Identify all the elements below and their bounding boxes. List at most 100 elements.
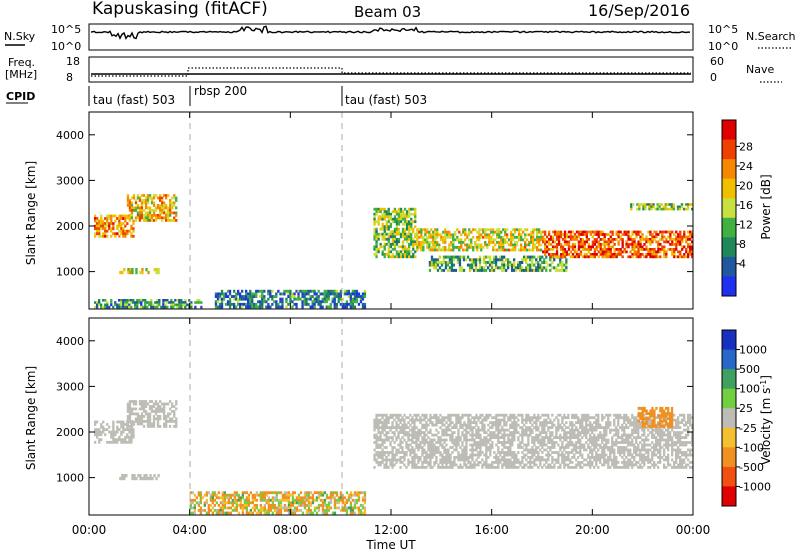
velocity-cell-band-4 bbox=[537, 451, 540, 454]
velocity-cell-band-3 bbox=[287, 491, 291, 495]
power-cell-band-8 bbox=[645, 253, 648, 256]
velocity-cell-band-3 bbox=[193, 509, 196, 512]
power-cell-band-1 bbox=[138, 196, 142, 200]
velocity-cell-band-4 bbox=[497, 423, 500, 427]
power-cell-band-8 bbox=[679, 230, 682, 234]
power-cell-band-3 bbox=[158, 299, 161, 302]
velocity-cell-band-4 bbox=[595, 456, 598, 459]
velocity-cell-band-4 bbox=[571, 426, 574, 429]
velocity-cell-band-3 bbox=[355, 498, 359, 502]
velocity-cell-band-4 bbox=[583, 443, 586, 447]
velocity-cell-band-4 bbox=[441, 423, 444, 427]
power-cell-band-6 bbox=[514, 248, 517, 252]
velocity-cell-band-3 bbox=[307, 496, 311, 500]
power-cell-band-5 bbox=[399, 207, 403, 211]
power-cell-band-6 bbox=[530, 235, 533, 239]
velocity-cell-band-4 bbox=[495, 428, 498, 432]
velocity-cell-band-4 bbox=[621, 426, 624, 429]
power-cell-band-4 bbox=[228, 305, 232, 309]
velocity-cell-band-4 bbox=[425, 461, 428, 464]
power-cell-band-5 bbox=[377, 207, 380, 211]
velocity-cell-band-4 bbox=[595, 443, 598, 447]
velocity-cell-band-3 bbox=[277, 501, 281, 505]
velocity-cell-band-2 bbox=[139, 476, 142, 481]
power-cell-band-6 bbox=[488, 233, 491, 237]
velocity-cell-band-4 bbox=[573, 433, 576, 437]
velocity-cell-band-4 bbox=[501, 443, 504, 447]
velocity-cell-band-4 bbox=[539, 431, 542, 434]
power-cell-band-5 bbox=[412, 252, 415, 256]
power-cell-band-4 bbox=[269, 305, 272, 309]
velocity-cell-band-4 bbox=[545, 421, 548, 424]
velocity-cell-band-4 bbox=[507, 428, 510, 432]
power-cell-band-4 bbox=[226, 302, 230, 306]
power-cell-band-4 bbox=[233, 302, 236, 306]
velocity-cell-band-4 bbox=[395, 448, 398, 452]
velocity-cell-band-4 bbox=[419, 466, 422, 469]
velocity-cell-band-3 bbox=[241, 509, 244, 512]
power-cell-band-6 bbox=[424, 233, 427, 237]
velocity-cell-band-4 bbox=[581, 423, 584, 427]
velocity-cell-band-4 bbox=[533, 436, 536, 439]
power-cell-band-8 bbox=[553, 253, 557, 256]
power-cell-band-8 bbox=[575, 250, 579, 254]
power-cell-band-6 bbox=[470, 243, 473, 247]
power-cell-band-7 bbox=[523, 268, 526, 272]
power-cell-band-7 bbox=[436, 268, 440, 272]
power-cell-band-8 bbox=[615, 248, 618, 251]
velocity-cell-band-4 bbox=[481, 466, 484, 469]
velocity-cell-band-1 bbox=[165, 425, 168, 428]
power-cell-band-6 bbox=[420, 228, 423, 232]
power-cell-band-8 bbox=[627, 230, 630, 234]
velocity-cell-band-4 bbox=[501, 428, 504, 432]
power-cell-band-7 bbox=[519, 263, 522, 267]
power-cell-band-6 bbox=[430, 248, 433, 252]
power-cell-band-8 bbox=[655, 233, 658, 236]
power-cell-band-0 bbox=[124, 232, 127, 236]
velocity-cell-band-4 bbox=[495, 421, 498, 424]
velocity-cell-band-4 bbox=[379, 451, 382, 454]
power-cell-band-7 bbox=[440, 261, 444, 264]
velocity-cell-band-3 bbox=[207, 511, 210, 515]
velocity-cell-band-4 bbox=[417, 431, 420, 434]
velocity-cell-band-4 bbox=[485, 461, 488, 464]
power-cell-band-7 bbox=[503, 266, 506, 270]
power-cell-band-5 bbox=[397, 207, 401, 211]
power-cell-band-5 bbox=[410, 237, 413, 241]
power-cell-band-8 bbox=[565, 235, 569, 239]
velocity-cell-band-4 bbox=[441, 433, 444, 437]
velocity-cell-band-3 bbox=[317, 509, 321, 512]
velocity-cell-band-3 bbox=[305, 504, 309, 507]
power-cell-band-8 bbox=[585, 230, 588, 234]
velocity-cell-band-3 bbox=[309, 501, 313, 505]
power-cell-band-6 bbox=[452, 238, 455, 242]
velocity-cell-band-4 bbox=[441, 431, 444, 434]
velocity-cell-band-4 bbox=[487, 413, 490, 417]
velocity-cell-band-4 bbox=[395, 416, 398, 420]
power-cell-band-8 bbox=[601, 255, 604, 259]
power-cell-band-6 bbox=[526, 228, 529, 232]
power-cell-band-4 bbox=[355, 300, 359, 304]
velocity-cell-band-3 bbox=[211, 501, 214, 505]
power-cell-band-5 bbox=[403, 227, 407, 231]
velocity-cell-band-4 bbox=[377, 413, 380, 417]
velocity-cell-band-4 bbox=[423, 433, 426, 437]
power-cell-band-5 bbox=[414, 250, 417, 254]
velocity-cell-band-4 bbox=[555, 431, 558, 434]
power-cell-band-8 bbox=[673, 253, 676, 256]
power-cell-band-5 bbox=[383, 212, 386, 216]
power-cell-band-8 bbox=[665, 240, 668, 244]
power-cell-band-5 bbox=[385, 220, 388, 224]
power-cell-band-8 bbox=[571, 230, 575, 234]
velocity-cell-band-4 bbox=[613, 421, 616, 424]
power-cell-band-4 bbox=[281, 292, 284, 296]
velocity-cell-band-4 bbox=[509, 466, 512, 469]
power-cell-band-8 bbox=[647, 238, 650, 241]
power-cell-band-4 bbox=[303, 300, 306, 304]
velocity-cell-band-4 bbox=[423, 466, 426, 469]
velocity-cell-band-4 bbox=[481, 463, 484, 467]
power-cell-band-6 bbox=[418, 246, 421, 249]
velocity-cell-band-4 bbox=[623, 461, 626, 464]
power-cell-band-1 bbox=[154, 216, 158, 220]
nsky-panel-frame bbox=[88, 23, 694, 51]
